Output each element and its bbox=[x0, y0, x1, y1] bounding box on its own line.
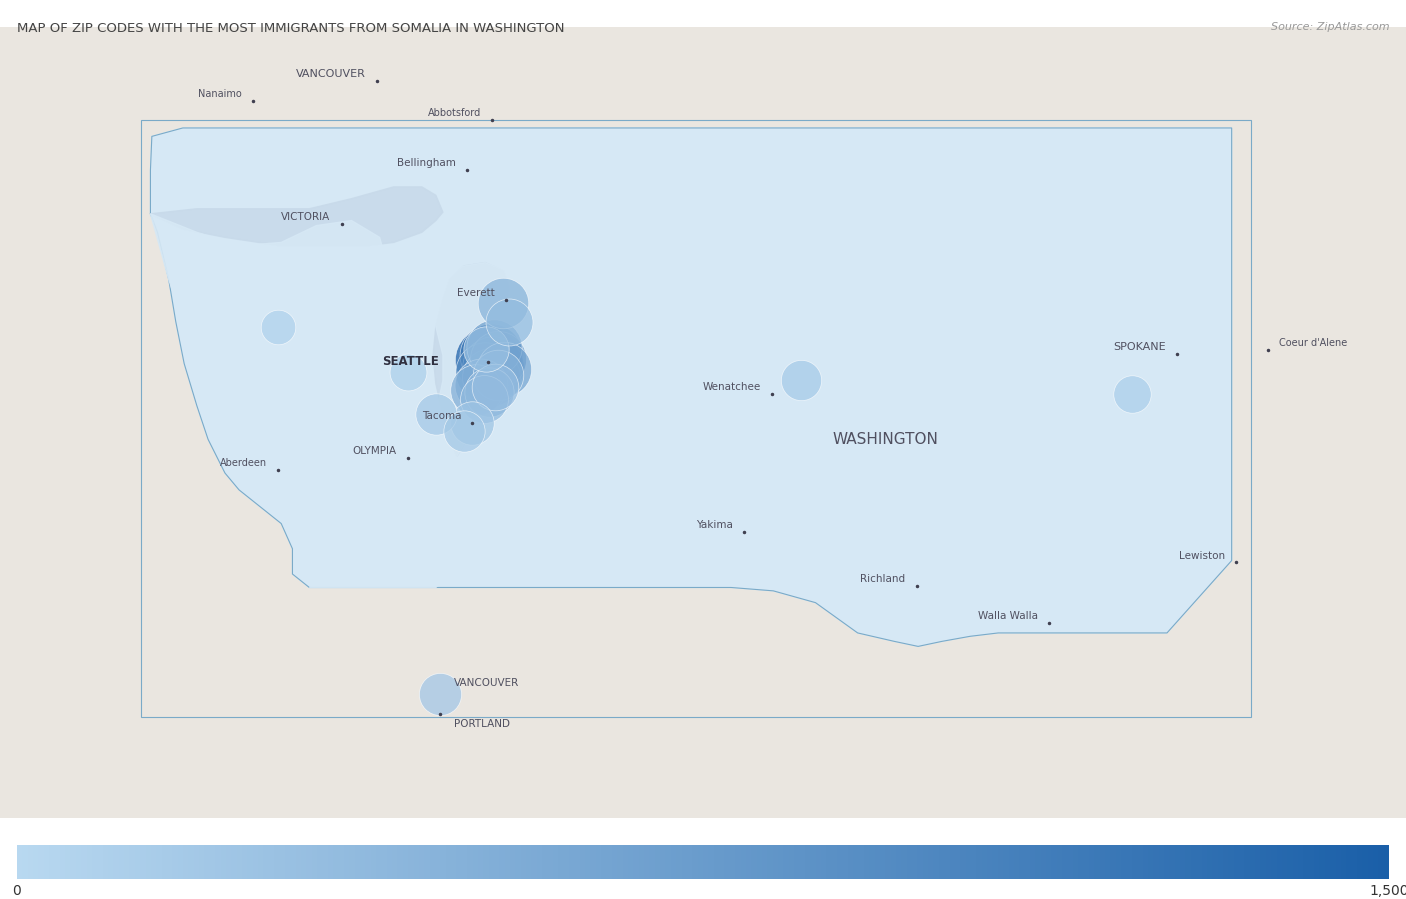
Text: WASHINGTON: WASHINGTON bbox=[832, 432, 939, 447]
Text: OLYMPIA: OLYMPIA bbox=[353, 446, 396, 456]
Point bbox=[267, 319, 290, 334]
Point bbox=[425, 407, 447, 422]
Point bbox=[465, 382, 488, 396]
Point bbox=[429, 686, 451, 700]
Text: Coeur d'Alene: Coeur d'Alene bbox=[1279, 338, 1348, 349]
Text: Abbotsford: Abbotsford bbox=[427, 108, 481, 118]
Point bbox=[492, 361, 515, 376]
Point bbox=[790, 373, 813, 387]
Text: Bellingham: Bellingham bbox=[396, 158, 456, 168]
Point bbox=[492, 296, 515, 310]
Text: Walla Walla: Walla Walla bbox=[977, 611, 1038, 621]
Point bbox=[453, 423, 475, 438]
Text: Yakima: Yakima bbox=[696, 521, 733, 530]
Point bbox=[486, 352, 509, 366]
Point bbox=[472, 392, 495, 406]
Point bbox=[461, 415, 484, 430]
Bar bbox=[141, 120, 1251, 717]
Text: MAP OF ZIP CODES WITH THE MOST IMMIGRANTS FROM SOMALIA IN WASHINGTON: MAP OF ZIP CODES WITH THE MOST IMMIGRANT… bbox=[17, 22, 564, 35]
Polygon shape bbox=[150, 187, 443, 245]
Text: Source: ZipAtlas.com: Source: ZipAtlas.com bbox=[1271, 22, 1389, 32]
Text: Nanaimo: Nanaimo bbox=[198, 89, 242, 99]
Text: PORTLAND: PORTLAND bbox=[454, 719, 510, 729]
Text: SEATTLE: SEATTLE bbox=[382, 355, 439, 369]
Point bbox=[481, 369, 503, 384]
Point bbox=[482, 340, 505, 354]
Point bbox=[479, 348, 502, 362]
Point bbox=[470, 378, 492, 392]
Text: Everett: Everett bbox=[457, 288, 495, 298]
Point bbox=[474, 365, 496, 379]
Text: Richland: Richland bbox=[860, 574, 905, 584]
Polygon shape bbox=[433, 263, 509, 456]
Point bbox=[486, 368, 509, 382]
Point bbox=[481, 360, 503, 374]
Text: Tacoma: Tacoma bbox=[422, 411, 461, 421]
Text: SPOKANE: SPOKANE bbox=[1114, 342, 1166, 352]
Point bbox=[396, 365, 419, 379]
Point bbox=[484, 380, 506, 395]
Point bbox=[477, 385, 499, 399]
Polygon shape bbox=[150, 128, 1232, 646]
Text: VICTORIA: VICTORIA bbox=[281, 212, 330, 222]
Point bbox=[1121, 387, 1143, 401]
Text: Aberdeen: Aberdeen bbox=[219, 458, 267, 467]
Text: VANCOUVER: VANCOUVER bbox=[454, 679, 519, 689]
Point bbox=[477, 353, 499, 368]
Text: Lewiston: Lewiston bbox=[1178, 550, 1225, 560]
Text: VANCOUVER: VANCOUVER bbox=[295, 69, 366, 79]
Text: Wenatchee: Wenatchee bbox=[703, 382, 761, 392]
Point bbox=[475, 343, 498, 357]
Point bbox=[498, 315, 520, 329]
Polygon shape bbox=[150, 214, 513, 587]
